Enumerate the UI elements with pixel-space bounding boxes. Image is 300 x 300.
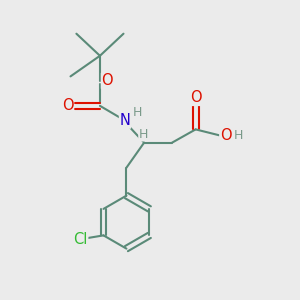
Text: H: H bbox=[234, 129, 243, 142]
Text: O: O bbox=[220, 128, 232, 143]
Text: O: O bbox=[62, 98, 74, 113]
Text: N: N bbox=[119, 113, 130, 128]
Text: O: O bbox=[190, 90, 202, 105]
Text: Cl: Cl bbox=[73, 232, 88, 247]
Text: H: H bbox=[133, 106, 142, 119]
Text: O: O bbox=[101, 73, 113, 88]
Text: H: H bbox=[139, 128, 148, 141]
